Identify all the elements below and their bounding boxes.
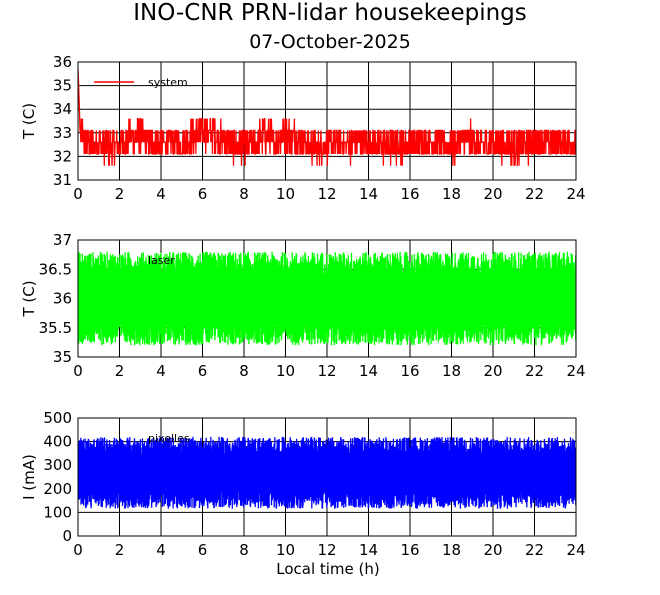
x-tick-label: 6 [198,362,208,380]
x-tick-label: 14 [359,185,378,203]
x-tick-label: 24 [566,185,585,203]
x-tick-label: 18 [442,185,461,203]
y-tick-label: 300 [43,456,72,474]
x-tick-label: 4 [156,362,166,380]
series-group [78,69,576,166]
x-tick-label: 24 [566,541,585,559]
y-axis-label: T (C) [20,103,38,140]
x-tick-label: 12 [317,541,336,559]
x-tick-label: 22 [525,541,544,559]
legend-label: system [148,76,188,89]
y-tick-label: 400 [43,433,72,451]
x-tick-label: 6 [198,185,208,203]
x-axis-label: Local time (h) [276,560,380,578]
x-tick-label: 2 [115,185,125,203]
y-tick-label: 0 [62,527,72,545]
y-tick-label: 31 [53,171,72,189]
y-tick-label: 33 [53,124,72,142]
y-tick-label: 500 [43,409,72,427]
x-tick-label: 18 [442,541,461,559]
x-tick-label: 4 [156,185,166,203]
y-tick-label: 100 [43,503,72,521]
y-tick-label: 35 [53,348,72,366]
series-line-pixelles [78,436,576,509]
y-tick-label: 35 [53,77,72,95]
x-tick-label: 8 [239,541,249,559]
x-tick-label: 16 [400,185,419,203]
series-line-system [78,69,576,166]
y-tick-label: 36 [53,53,72,71]
x-tick-label: 12 [317,185,336,203]
y-tick-label: 37 [53,231,72,249]
x-tick-label: 4 [156,541,166,559]
chart-title: INO-CNR PRN-lidar housekeepings [133,0,527,26]
y-tick-label: 200 [43,480,72,498]
x-tick-label: 20 [483,362,502,380]
x-tick-label: 16 [400,362,419,380]
x-tick-label: 18 [442,362,461,380]
x-tick-label: 0 [73,541,83,559]
x-tick-label: 0 [73,362,83,380]
x-tick-label: 2 [115,362,125,380]
series-group [78,251,576,346]
x-tick-label: 10 [276,185,295,203]
y-tick-label: 36 [53,290,72,308]
y-axis-label: T (C) [20,280,38,317]
x-tick-label: 6 [198,541,208,559]
chart-subtitle: 07-October-2025 [249,31,411,53]
x-tick-label: 24 [566,362,585,380]
x-tick-label: 10 [276,541,295,559]
x-tick-label: 12 [317,362,336,380]
legend-label: pixelles [148,432,190,445]
y-tick-label: 34 [53,100,72,118]
x-tick-label: 20 [483,541,502,559]
x-tick-label: 20 [483,185,502,203]
series-group [78,436,576,509]
x-tick-label: 22 [525,185,544,203]
x-tick-label: 8 [239,185,249,203]
x-tick-label: 22 [525,362,544,380]
x-tick-label: 0 [73,185,83,203]
y-axis-label: I (mA) [20,454,38,500]
x-tick-label: 14 [359,541,378,559]
y-tick-label: 32 [53,147,72,165]
legend-label: laser [148,254,175,267]
y-tick-label: 35.5 [39,319,72,337]
y-tick-label: 36.5 [39,260,72,278]
x-tick-label: 2 [115,541,125,559]
series-line-laser [78,251,576,346]
x-tick-label: 8 [239,362,249,380]
x-tick-label: 16 [400,541,419,559]
x-tick-label: 14 [359,362,378,380]
x-tick-label: 10 [276,362,295,380]
